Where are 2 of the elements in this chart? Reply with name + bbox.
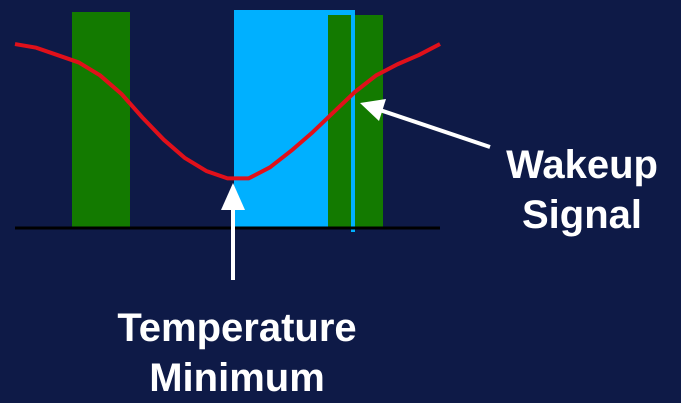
text: Temperature Minimum: [117, 305, 357, 402]
text: Wakeup Signal: [506, 142, 658, 239]
